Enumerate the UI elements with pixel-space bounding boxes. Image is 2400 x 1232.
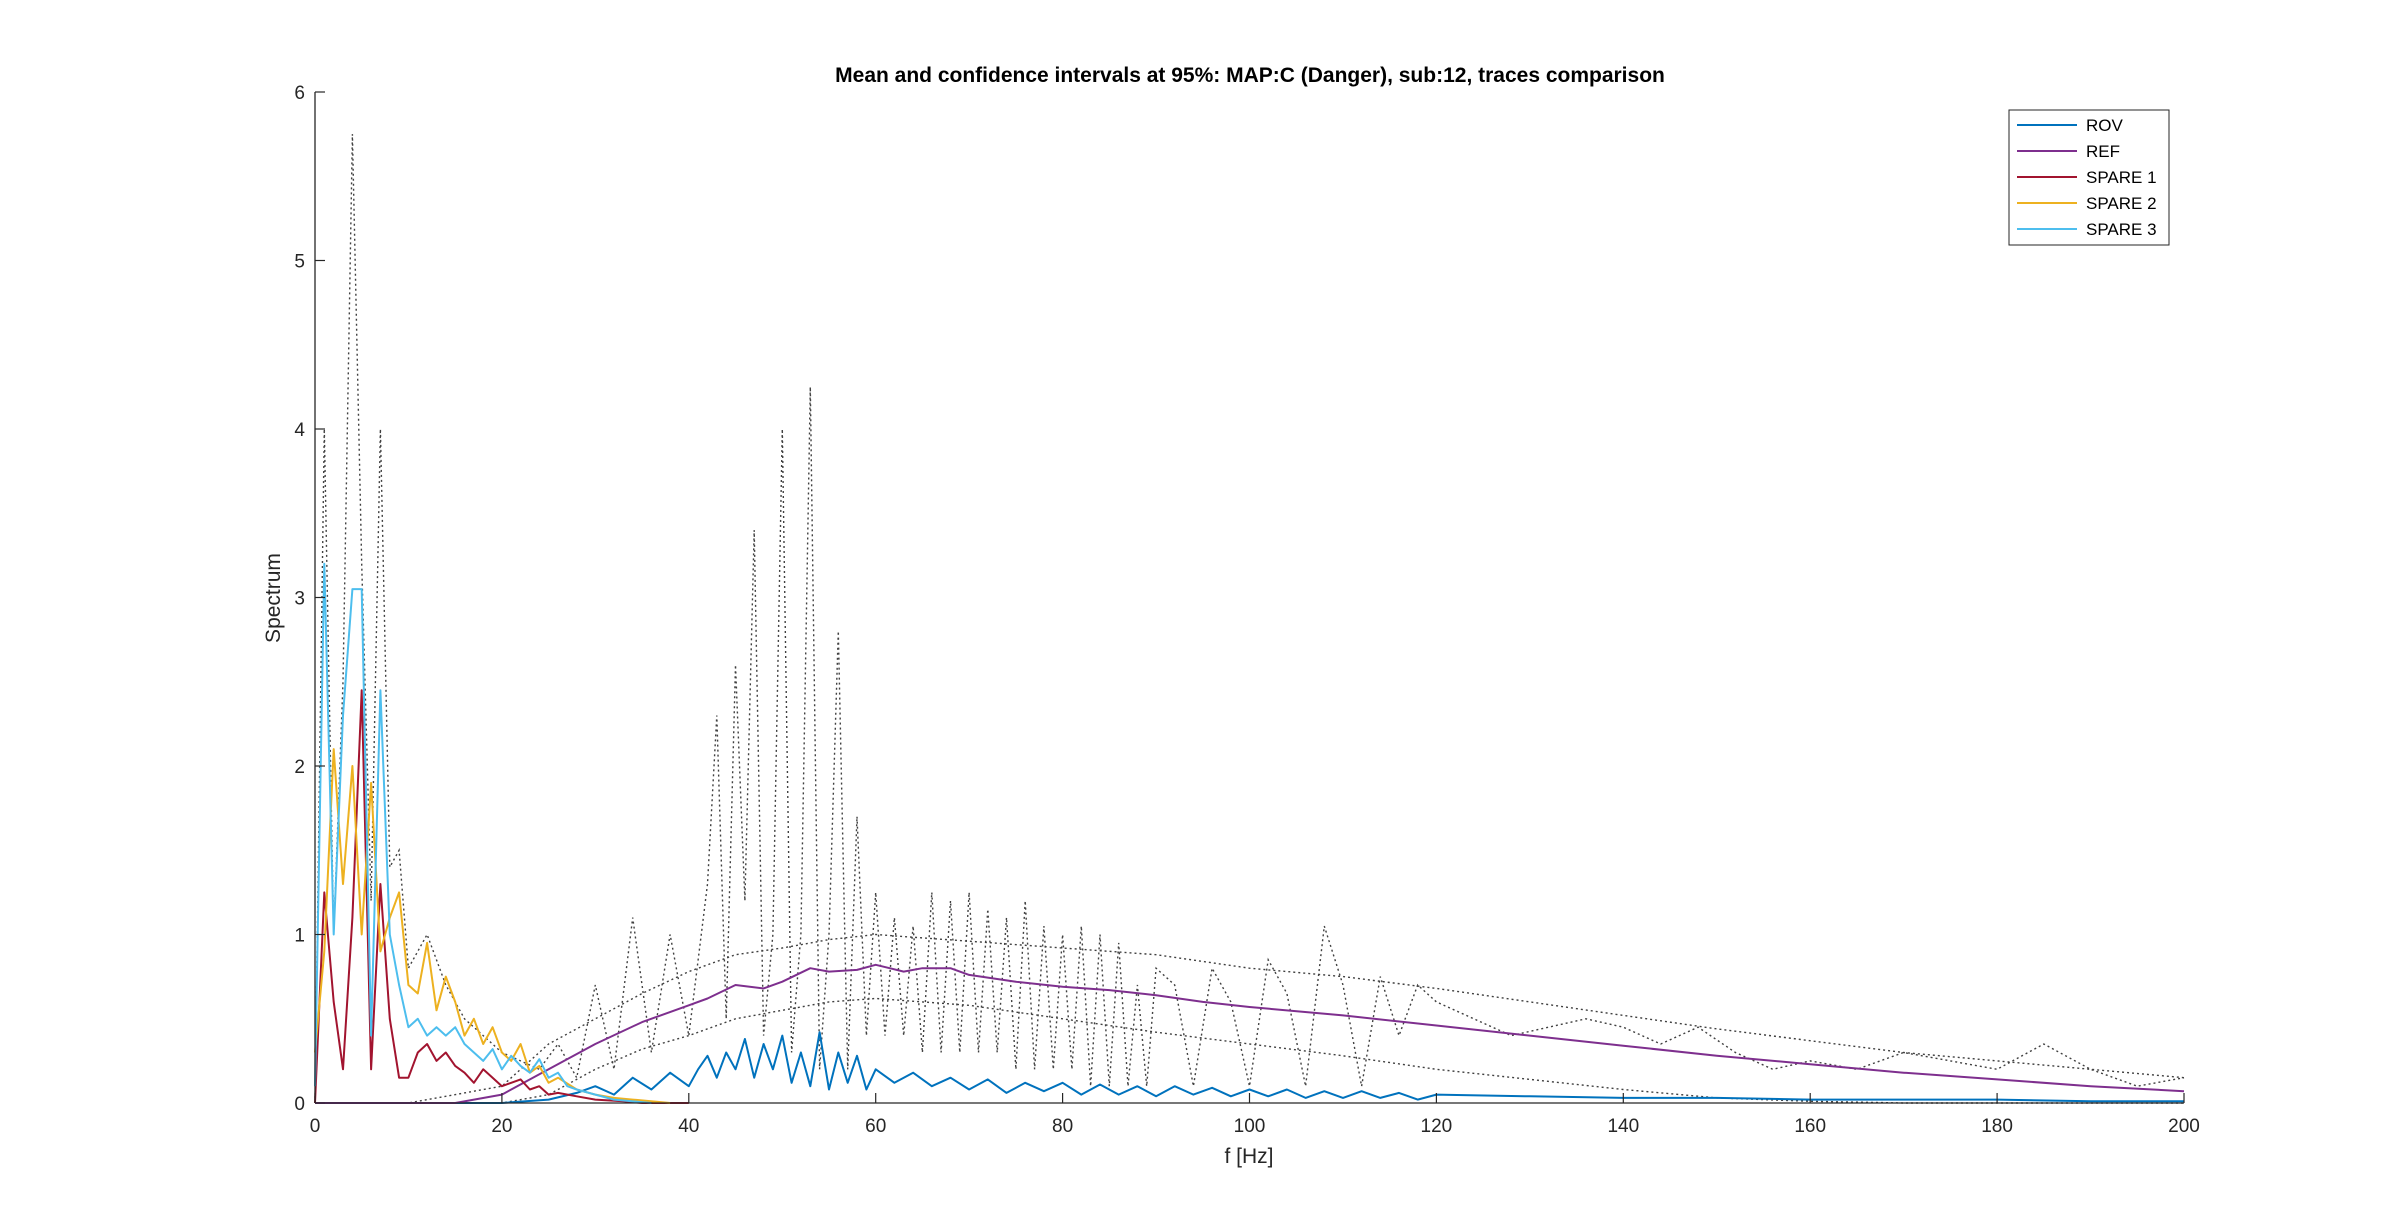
- chart-title: Mean and confidence intervals at 95%: MA…: [835, 64, 1665, 87]
- x-tick-label: 100: [1234, 1116, 1266, 1137]
- x-tick-label: 200: [2168, 1116, 2200, 1137]
- y-tick-label: 1: [294, 926, 305, 947]
- confidence-bound-line-1: [314, 134, 2185, 1104]
- legend-items: ROV REF SPARE 1 SPARE 2 SPARE 3: [2017, 116, 2157, 239]
- series-line-rov: [315, 1031, 2184, 1104]
- x-tick-label: 140: [1607, 1116, 1639, 1137]
- legend-label-rov: ROV: [2086, 116, 2124, 135]
- y-tick-label: 3: [294, 589, 305, 610]
- legend: ROV REF SPARE 1 SPARE 2 SPARE 3: [2008, 109, 2170, 246]
- y-tick-label: 6: [294, 83, 305, 104]
- confidence-bounds: [314, 134, 2185, 1104]
- axes: [314, 92, 2184, 1104]
- y-tick-label: 0: [294, 1094, 305, 1115]
- x-tick-label: 80: [1052, 1116, 1073, 1137]
- x-tick-label: 120: [1421, 1116, 1453, 1137]
- confidence-bound-line-2: [315, 933, 2185, 1104]
- x-tick-label: 180: [1981, 1116, 2013, 1137]
- y-tick-label: 5: [294, 252, 305, 273]
- x-tick-label: 40: [678, 1116, 699, 1137]
- legend-label-ref: REF: [2086, 142, 2120, 161]
- x-tick-label: 0: [310, 1116, 321, 1137]
- x-tick-label: 160: [1794, 1116, 1826, 1137]
- series-line-spare-2: [314, 748, 671, 1104]
- y-axis-label: Spectrum: [262, 553, 285, 643]
- x-axis-label: f [Hz]: [1224, 1145, 1273, 1168]
- x-ticks: 0 20 40 60 80 100 120 140 160 180 200: [310, 1093, 2200, 1137]
- x-tick-label: 60: [865, 1116, 886, 1137]
- series-line-ref: [315, 963, 2185, 1104]
- y-tick-label: 2: [294, 757, 305, 778]
- series-lines: [314, 562, 2185, 1104]
- legend-label-spare-2: SPARE 2: [2086, 194, 2157, 213]
- series-line-spare-1: [314, 689, 689, 1104]
- legend-label-spare-1: SPARE 1: [2086, 168, 2157, 187]
- y-tick-label: 4: [294, 420, 305, 441]
- confidence-bound-line-3: [315, 997, 2184, 1104]
- plot-area: 0 20 40 60 80 100 120 140 160 180 200 0 1 2 3 4 5 6: [294, 83, 2199, 1137]
- series-line-spare-3: [314, 562, 652, 1104]
- legend-label-spare-3: SPARE 3: [2086, 220, 2157, 239]
- x-tick-label: 20: [491, 1116, 512, 1137]
- y-ticks: 0 1 2 3 4 5 6: [294, 83, 325, 1115]
